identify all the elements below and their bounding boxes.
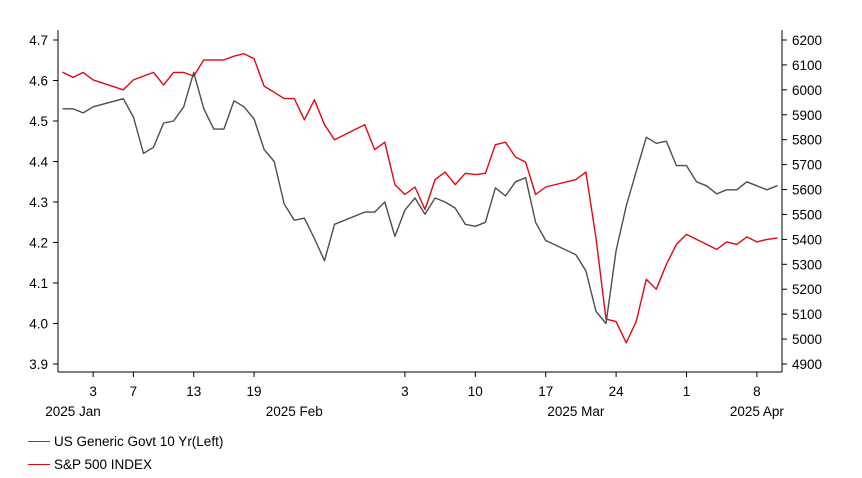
left-tick-label: 4.1: [29, 276, 48, 291]
x-tick-label: 10: [468, 384, 483, 399]
right-tick-label: 5400: [792, 232, 822, 247]
right-tick-label: 5000: [792, 332, 822, 347]
x-period-label: 2025 Mar: [547, 404, 605, 419]
legend-label-spx: S&P 500 INDEX: [54, 457, 153, 472]
chart-axes: 3.9 4.0 4.1 4.2 4.3 4.4 4.5 4.6 4.7 4900 5000 5100 5…: [29, 30, 822, 377]
chart-series-lines: [62, 53, 778, 344]
legend-swatch-yield: [28, 441, 50, 442]
left-tick-label: 4.0: [29, 317, 48, 332]
right-tick-label: 5800: [792, 133, 822, 148]
x-tick-label: 19: [247, 384, 262, 399]
legend-swatch-spx: [28, 464, 50, 465]
right-tick-label: 6000: [792, 83, 822, 98]
legend-item-yield: US Generic Govt 10 Yr(Left): [28, 430, 223, 453]
left-tick-label: 4.7: [29, 33, 48, 48]
right-tick-label: 6100: [792, 58, 822, 73]
x-period-label: 2025 Feb: [266, 404, 323, 419]
x-tick-label: 3: [401, 384, 409, 399]
left-tick-label: 4.3: [29, 195, 48, 210]
right-tick-label: 5500: [792, 207, 822, 222]
left-tick-label: 4.5: [29, 114, 48, 129]
x-tick-label: 3: [89, 384, 97, 399]
x-tick-label: 8: [753, 384, 761, 399]
left-tick-label: 4.6: [29, 74, 48, 89]
left-tick-label: 3.9: [29, 357, 48, 372]
right-tick-label: 5600: [792, 183, 822, 198]
x-period-label: 2025 Apr: [730, 404, 785, 419]
series-line-yield: [62, 71, 778, 325]
right-tick-label: 6200: [792, 33, 822, 48]
left-tick-label: 4.2: [29, 236, 48, 251]
right-tick-label: 5200: [792, 282, 822, 297]
right-tick-label: 5900: [792, 108, 822, 123]
legend-label-yield: US Generic Govt 10 Yr(Left): [54, 434, 224, 449]
x-tick-label: 7: [130, 384, 138, 399]
right-tick-label: 5300: [792, 257, 822, 272]
x-period-label: 2025 Jan: [45, 404, 101, 419]
x-tick-label: 24: [609, 384, 625, 399]
right-tick-label: 5700: [792, 158, 822, 173]
chart-x-tick-labels: 3 7 13 19 3 10 17 24 1 8 2025 Jan 2025 Feb 2025 Mar 2…: [45, 384, 784, 419]
series-line-spx: [62, 53, 778, 344]
left-tick-label: 4.4: [29, 155, 48, 170]
x-tick-label: 17: [538, 384, 553, 399]
right-tick-label: 5100: [792, 307, 822, 322]
right-tick-label: 4900: [792, 357, 822, 372]
chart-legend: US Generic Govt 10 Yr(Left) S&P 500 INDE…: [28, 430, 223, 476]
x-tick-label: 13: [186, 384, 201, 399]
x-tick-label: 1: [683, 384, 691, 399]
legend-item-spx: S&P 500 INDEX: [28, 453, 223, 476]
